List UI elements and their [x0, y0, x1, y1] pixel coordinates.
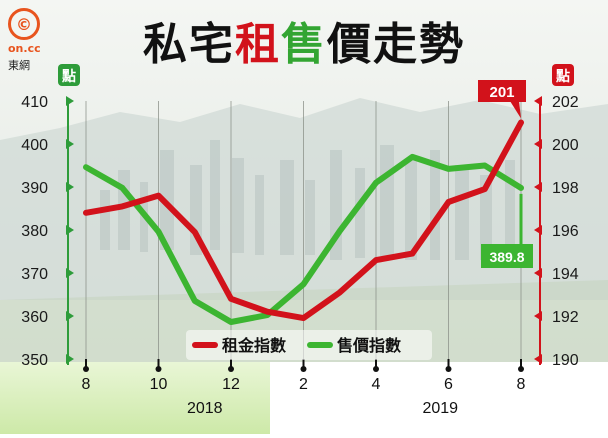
left-tick-marker	[66, 225, 74, 235]
right-tick-marker	[534, 225, 542, 235]
building-shape	[355, 168, 365, 258]
x-tick-label: 10	[150, 376, 168, 393]
title-part-1: 私宅	[143, 19, 235, 70]
right-tick-marker	[534, 96, 542, 106]
year-label: 2019	[422, 400, 458, 417]
building-shape	[210, 140, 220, 250]
right-tick-label: 200	[552, 137, 579, 154]
building-shape	[505, 160, 515, 260]
right-unit-label: 點	[556, 68, 570, 85]
series-lines	[83, 119, 524, 325]
right-tick-label: 198	[552, 180, 579, 197]
left-tick-marker	[66, 354, 74, 364]
building-shape	[255, 175, 264, 255]
x-tick-label: 2	[299, 376, 308, 393]
left-tick-label: 350	[21, 352, 48, 369]
x-tick-label: 12	[222, 376, 240, 393]
right-tick-label: 192	[552, 309, 579, 326]
right-axis: 202 200 198 196 194 192 190 點	[534, 64, 579, 369]
left-tick-label: 400	[21, 137, 48, 154]
left-unit-label: 點	[62, 68, 76, 85]
x-tick-label: 6	[444, 376, 453, 393]
sale-callout-box	[481, 244, 533, 268]
left-tick-marker	[66, 311, 74, 321]
year-band-2018	[0, 362, 270, 434]
rent-callout-box	[478, 80, 526, 102]
logo-subtext: 東網	[8, 59, 30, 72]
rent-index-line	[83, 119, 524, 322]
callouts: 201 389.8	[478, 80, 533, 268]
logo-text: on.cc	[8, 42, 41, 55]
right-tick-label: 190	[552, 352, 579, 369]
rent-callout-label: 201	[489, 84, 514, 101]
left-axis: 410 400 390 380 370 360 350 點	[21, 64, 80, 369]
right-unit-badge	[552, 64, 574, 86]
year-band-2019	[270, 362, 608, 434]
left-tick-label: 390	[21, 180, 48, 197]
building-shape	[232, 158, 244, 253]
building-shape	[305, 180, 315, 255]
title-part-3: 售	[281, 19, 327, 70]
title-part-2: 租	[235, 19, 281, 70]
left-tick-label: 380	[21, 223, 48, 240]
right-tick-label: 196	[552, 223, 579, 240]
building-shape	[380, 145, 394, 260]
building-shape	[405, 160, 417, 260]
legend-rent-label: 租金指數	[222, 336, 286, 355]
x-tick-label: 4	[372, 376, 381, 393]
year-label: 2018	[187, 400, 223, 417]
right-tick-marker	[534, 139, 542, 149]
left-unit-badge	[58, 64, 80, 86]
sale-index-line	[83, 153, 524, 325]
title-part-4: 價走勢	[327, 19, 465, 70]
building-shape	[118, 170, 130, 250]
building-shape	[430, 150, 440, 260]
building-shape	[280, 160, 294, 255]
logo: © on.cc 東網	[8, 8, 56, 73]
right-tick-marker	[534, 354, 542, 364]
legend: 租金指數 售價指數	[186, 330, 432, 360]
x-tick-dot	[228, 366, 234, 372]
left-tick-marker	[66, 268, 74, 278]
right-tick-marker	[534, 311, 542, 321]
right-tick-label: 194	[552, 266, 579, 283]
chart-title: 私宅租售價走勢	[0, 8, 608, 72]
x-tick-label: 8	[82, 376, 91, 393]
x-tick-label: 8	[517, 376, 526, 393]
building-shape	[480, 175, 492, 260]
left-tick-label: 410	[21, 94, 48, 111]
sale-callout-label: 389.8	[489, 249, 524, 265]
x-tick-dot	[445, 366, 452, 372]
copyright-icon: ©	[8, 8, 40, 40]
right-tick-marker	[534, 182, 542, 192]
left-tick-marker	[66, 182, 74, 192]
x-tick-dot	[518, 366, 524, 372]
rent-callout-pointer	[510, 101, 521, 119]
grid	[85, 101, 522, 359]
left-tick-marker	[66, 139, 74, 149]
legend-sale-label: 售價指數	[337, 336, 401, 355]
building-shape	[100, 190, 110, 250]
x-tick-dot	[300, 366, 307, 372]
left-tick-marker	[66, 96, 74, 106]
right-tick-label: 202	[552, 94, 579, 111]
x-axis: 8 10 12 2 4 6 8 2018 2019	[82, 359, 526, 417]
x-tick-dot	[83, 366, 89, 372]
x-tick-dot	[155, 366, 162, 372]
x-tick-dot	[373, 366, 379, 372]
right-tick-marker	[534, 268, 542, 278]
left-tick-label: 360	[21, 309, 48, 326]
left-tick-label: 370	[21, 266, 48, 283]
building-shape	[455, 165, 469, 260]
